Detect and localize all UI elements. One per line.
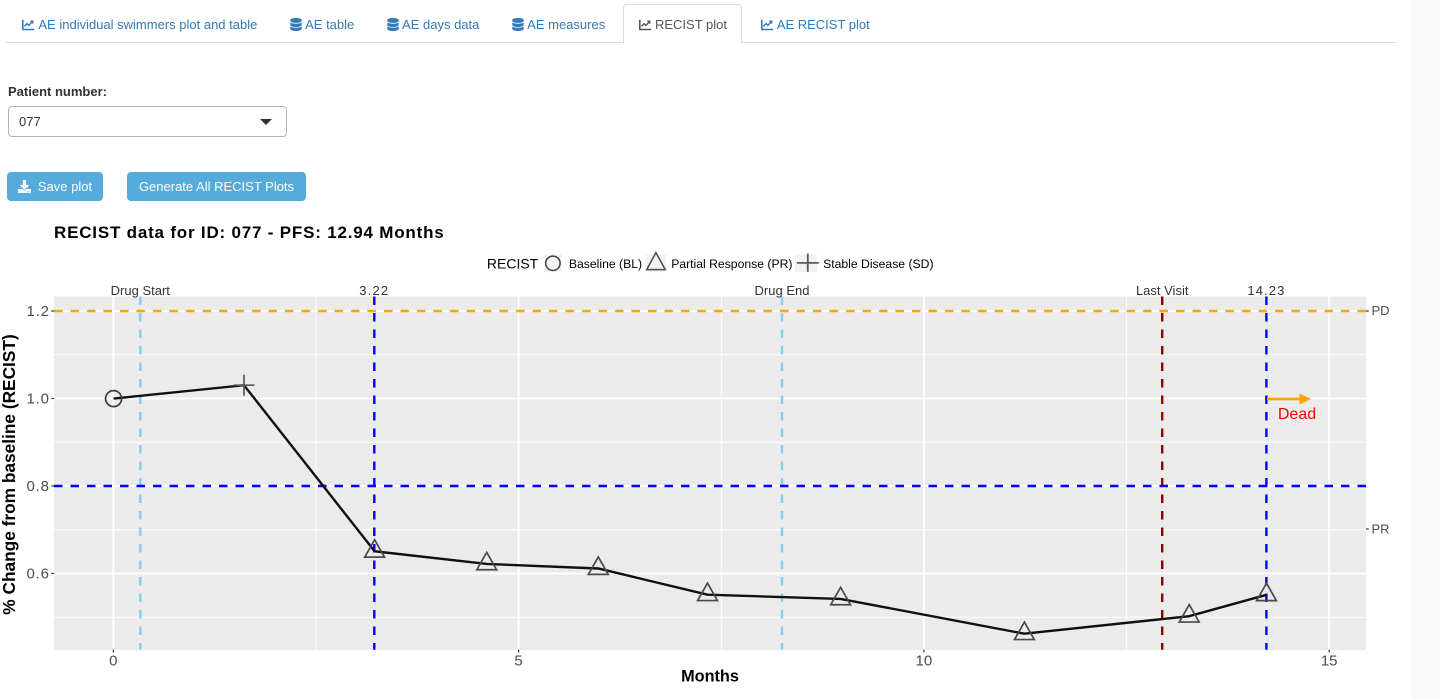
svg-text:5: 5 (514, 653, 522, 670)
svg-text:% Change from baseline (RECIST: % Change from baseline (RECIST) (0, 334, 19, 614)
svg-text:Drug Start: Drug Start (111, 283, 171, 298)
svg-text:Dead: Dead (1278, 406, 1316, 423)
svg-text:PR: PR (1372, 522, 1390, 537)
svg-text:1.0: 1.0 (27, 391, 50, 408)
svg-text:Stable Disease (SD): Stable Disease (SD) (823, 257, 933, 271)
svg-text:0.6: 0.6 (27, 566, 50, 583)
svg-text:1.2: 1.2 (27, 303, 50, 320)
svg-text:PD: PD (1372, 303, 1390, 318)
svg-text:0.8: 0.8 (27, 478, 50, 495)
svg-text:Drug End: Drug End (755, 283, 810, 298)
svg-text:RECIST data for ID: 077 - PFS:: RECIST data for ID: 077 - PFS: 12.94 Mon… (54, 223, 445, 242)
svg-text:15: 15 (1321, 653, 1338, 670)
svg-text:Baseline (BL): Baseline (BL) (569, 257, 642, 271)
svg-text:RECIST: RECIST (487, 256, 539, 272)
svg-text:3.22: 3.22 (359, 283, 389, 298)
svg-text:14.23: 14.23 (1247, 283, 1285, 298)
svg-text:Months: Months (681, 668, 739, 686)
svg-text:Partial Response (PR): Partial Response (PR) (671, 257, 792, 271)
svg-text:Last Visit: Last Visit (1136, 283, 1189, 298)
svg-text:10: 10 (916, 653, 933, 670)
svg-text:0: 0 (109, 653, 117, 670)
